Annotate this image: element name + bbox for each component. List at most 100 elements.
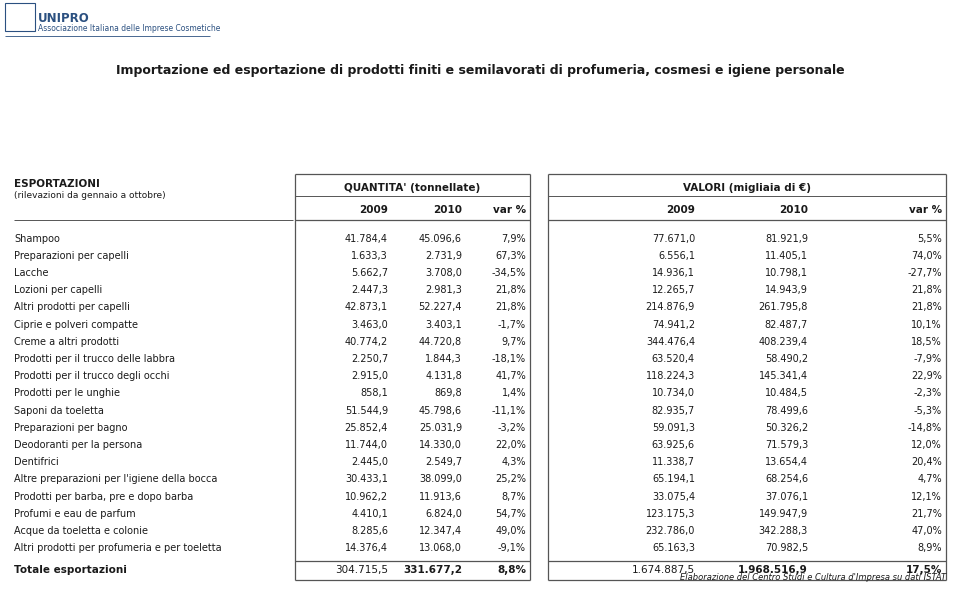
Text: Lozioni per capelli: Lozioni per capelli <box>14 285 103 295</box>
Text: 52.227,4: 52.227,4 <box>419 302 462 312</box>
Text: 63.520,4: 63.520,4 <box>652 354 695 364</box>
Text: -7,9%: -7,9% <box>914 354 942 364</box>
Text: 4.410,1: 4.410,1 <box>351 509 388 519</box>
Text: 14.330,0: 14.330,0 <box>420 440 462 450</box>
Text: 49,0%: 49,0% <box>495 526 526 536</box>
Text: 858,1: 858,1 <box>360 388 388 399</box>
Text: 145.341,4: 145.341,4 <box>758 371 808 381</box>
Text: 51.544,9: 51.544,9 <box>345 406 388 416</box>
Text: 261.795,8: 261.795,8 <box>758 302 808 312</box>
Text: 45.798,6: 45.798,6 <box>419 406 462 416</box>
Text: 82.935,7: 82.935,7 <box>652 406 695 416</box>
Text: 37.076,1: 37.076,1 <box>765 492 808 501</box>
Text: 25,2%: 25,2% <box>495 475 526 484</box>
Text: 149.947,9: 149.947,9 <box>758 509 808 519</box>
Text: Profumi e eau de parfum: Profumi e eau de parfum <box>14 509 135 519</box>
Text: 1.968.516,9: 1.968.516,9 <box>738 565 808 576</box>
Text: 2.447,3: 2.447,3 <box>351 285 388 295</box>
Text: 78.499,6: 78.499,6 <box>765 406 808 416</box>
Text: -27,7%: -27,7% <box>907 268 942 278</box>
Text: 214.876,9: 214.876,9 <box>646 302 695 312</box>
Text: 3.403,1: 3.403,1 <box>425 320 462 330</box>
Text: 2009: 2009 <box>666 205 695 215</box>
Text: 14.936,1: 14.936,1 <box>652 268 695 278</box>
Text: 1,4%: 1,4% <box>501 388 526 399</box>
Text: (rilevazioni da gennaio a ottobre): (rilevazioni da gennaio a ottobre) <box>14 191 166 200</box>
Text: 41.784,4: 41.784,4 <box>345 233 388 244</box>
Text: 70.982,5: 70.982,5 <box>765 543 808 553</box>
Text: Acque da toeletta e colonie: Acque da toeletta e colonie <box>14 526 148 536</box>
Bar <box>5 3 35 31</box>
Text: Preparazioni per capelli: Preparazioni per capelli <box>14 251 129 261</box>
Text: 5,5%: 5,5% <box>917 233 942 244</box>
Text: -5,3%: -5,3% <box>914 406 942 416</box>
Text: 408.239,4: 408.239,4 <box>758 337 808 347</box>
Text: 5.662,7: 5.662,7 <box>350 268 388 278</box>
Text: Ciprie e polveri compatte: Ciprie e polveri compatte <box>14 320 138 330</box>
Text: 81.921,9: 81.921,9 <box>765 233 808 244</box>
Text: 3.463,0: 3.463,0 <box>351 320 388 330</box>
Text: 45.096,6: 45.096,6 <box>419 233 462 244</box>
Text: Creme a altri prodotti: Creme a altri prodotti <box>14 337 119 347</box>
Text: -14,8%: -14,8% <box>908 423 942 433</box>
Text: 1.674.887,5: 1.674.887,5 <box>632 565 695 576</box>
Text: 30.433,1: 30.433,1 <box>346 475 388 484</box>
Text: Prodotti per il trucco degli occhi: Prodotti per il trucco degli occhi <box>14 371 170 381</box>
Text: -11,1%: -11,1% <box>492 406 526 416</box>
Text: 59.091,3: 59.091,3 <box>652 423 695 433</box>
Text: ESPORTAZIONI: ESPORTAZIONI <box>14 179 100 189</box>
Text: 344.476,4: 344.476,4 <box>646 337 695 347</box>
Text: 2.981,3: 2.981,3 <box>425 285 462 295</box>
Text: 65.194,1: 65.194,1 <box>652 475 695 484</box>
Text: Dentifrici: Dentifrici <box>14 457 59 467</box>
Text: Prodotti per il trucco delle labbra: Prodotti per il trucco delle labbra <box>14 354 175 364</box>
Text: 2010: 2010 <box>433 205 462 215</box>
Text: Lacche: Lacche <box>14 268 49 278</box>
Text: -3,2%: -3,2% <box>498 423 526 433</box>
Text: 9,7%: 9,7% <box>501 337 526 347</box>
Text: 2.250,7: 2.250,7 <box>350 354 388 364</box>
Text: 2.445,0: 2.445,0 <box>351 457 388 467</box>
Text: 33.075,4: 33.075,4 <box>652 492 695 501</box>
Text: 2.549,7: 2.549,7 <box>425 457 462 467</box>
Text: Saponi da toeletta: Saponi da toeletta <box>14 406 104 416</box>
Text: 4,3%: 4,3% <box>501 457 526 467</box>
Text: 22,9%: 22,9% <box>911 371 942 381</box>
Text: 11.338,7: 11.338,7 <box>652 457 695 467</box>
Text: 47,0%: 47,0% <box>911 526 942 536</box>
Text: QUANTITA' (tonnellate): QUANTITA' (tonnellate) <box>345 183 481 193</box>
Text: 6.824,0: 6.824,0 <box>425 509 462 519</box>
Text: 40.774,2: 40.774,2 <box>345 337 388 347</box>
Text: Deodoranti per la persona: Deodoranti per la persona <box>14 440 142 450</box>
Text: Shampoo: Shampoo <box>14 233 60 244</box>
Text: 12.265,7: 12.265,7 <box>652 285 695 295</box>
Text: Associazione Italiana delle Imprese Cosmetiche: Associazione Italiana delle Imprese Cosm… <box>38 24 221 33</box>
Text: 82.487,7: 82.487,7 <box>765 320 808 330</box>
Text: 2.731,9: 2.731,9 <box>425 251 462 261</box>
Text: 13.654,4: 13.654,4 <box>765 457 808 467</box>
Text: 25.031,9: 25.031,9 <box>419 423 462 433</box>
Text: Preparazioni per bagno: Preparazioni per bagno <box>14 423 128 433</box>
Text: Importazione ed esportazione di prodotti finiti e semilavorati di profumeria, co: Importazione ed esportazione di prodotti… <box>116 64 844 77</box>
Text: 25.852,4: 25.852,4 <box>345 423 388 433</box>
Text: var %: var % <box>492 205 526 215</box>
Text: 44.720,8: 44.720,8 <box>419 337 462 347</box>
Text: Altri prodotti per profumeria e per toeletta: Altri prodotti per profumeria e per toel… <box>14 543 222 553</box>
Text: 54,7%: 54,7% <box>495 509 526 519</box>
Text: 2009: 2009 <box>359 205 388 215</box>
Text: 1.633,3: 1.633,3 <box>351 251 388 261</box>
Text: 342.288,3: 342.288,3 <box>758 526 808 536</box>
Text: -9,1%: -9,1% <box>498 543 526 553</box>
Text: 11.405,1: 11.405,1 <box>765 251 808 261</box>
Text: 12,0%: 12,0% <box>911 440 942 450</box>
Text: 14.943,9: 14.943,9 <box>765 285 808 295</box>
Text: 2010: 2010 <box>779 205 808 215</box>
Text: 17,5%: 17,5% <box>905 565 942 576</box>
Text: -2,3%: -2,3% <box>914 388 942 399</box>
Text: -18,1%: -18,1% <box>492 354 526 364</box>
Text: VALORI (migliaia di €): VALORI (migliaia di €) <box>683 183 811 193</box>
Text: 8.285,6: 8.285,6 <box>351 526 388 536</box>
Text: Prodotti per le unghie: Prodotti per le unghie <box>14 388 120 399</box>
Text: 12,1%: 12,1% <box>911 492 942 501</box>
Text: var %: var % <box>909 205 942 215</box>
